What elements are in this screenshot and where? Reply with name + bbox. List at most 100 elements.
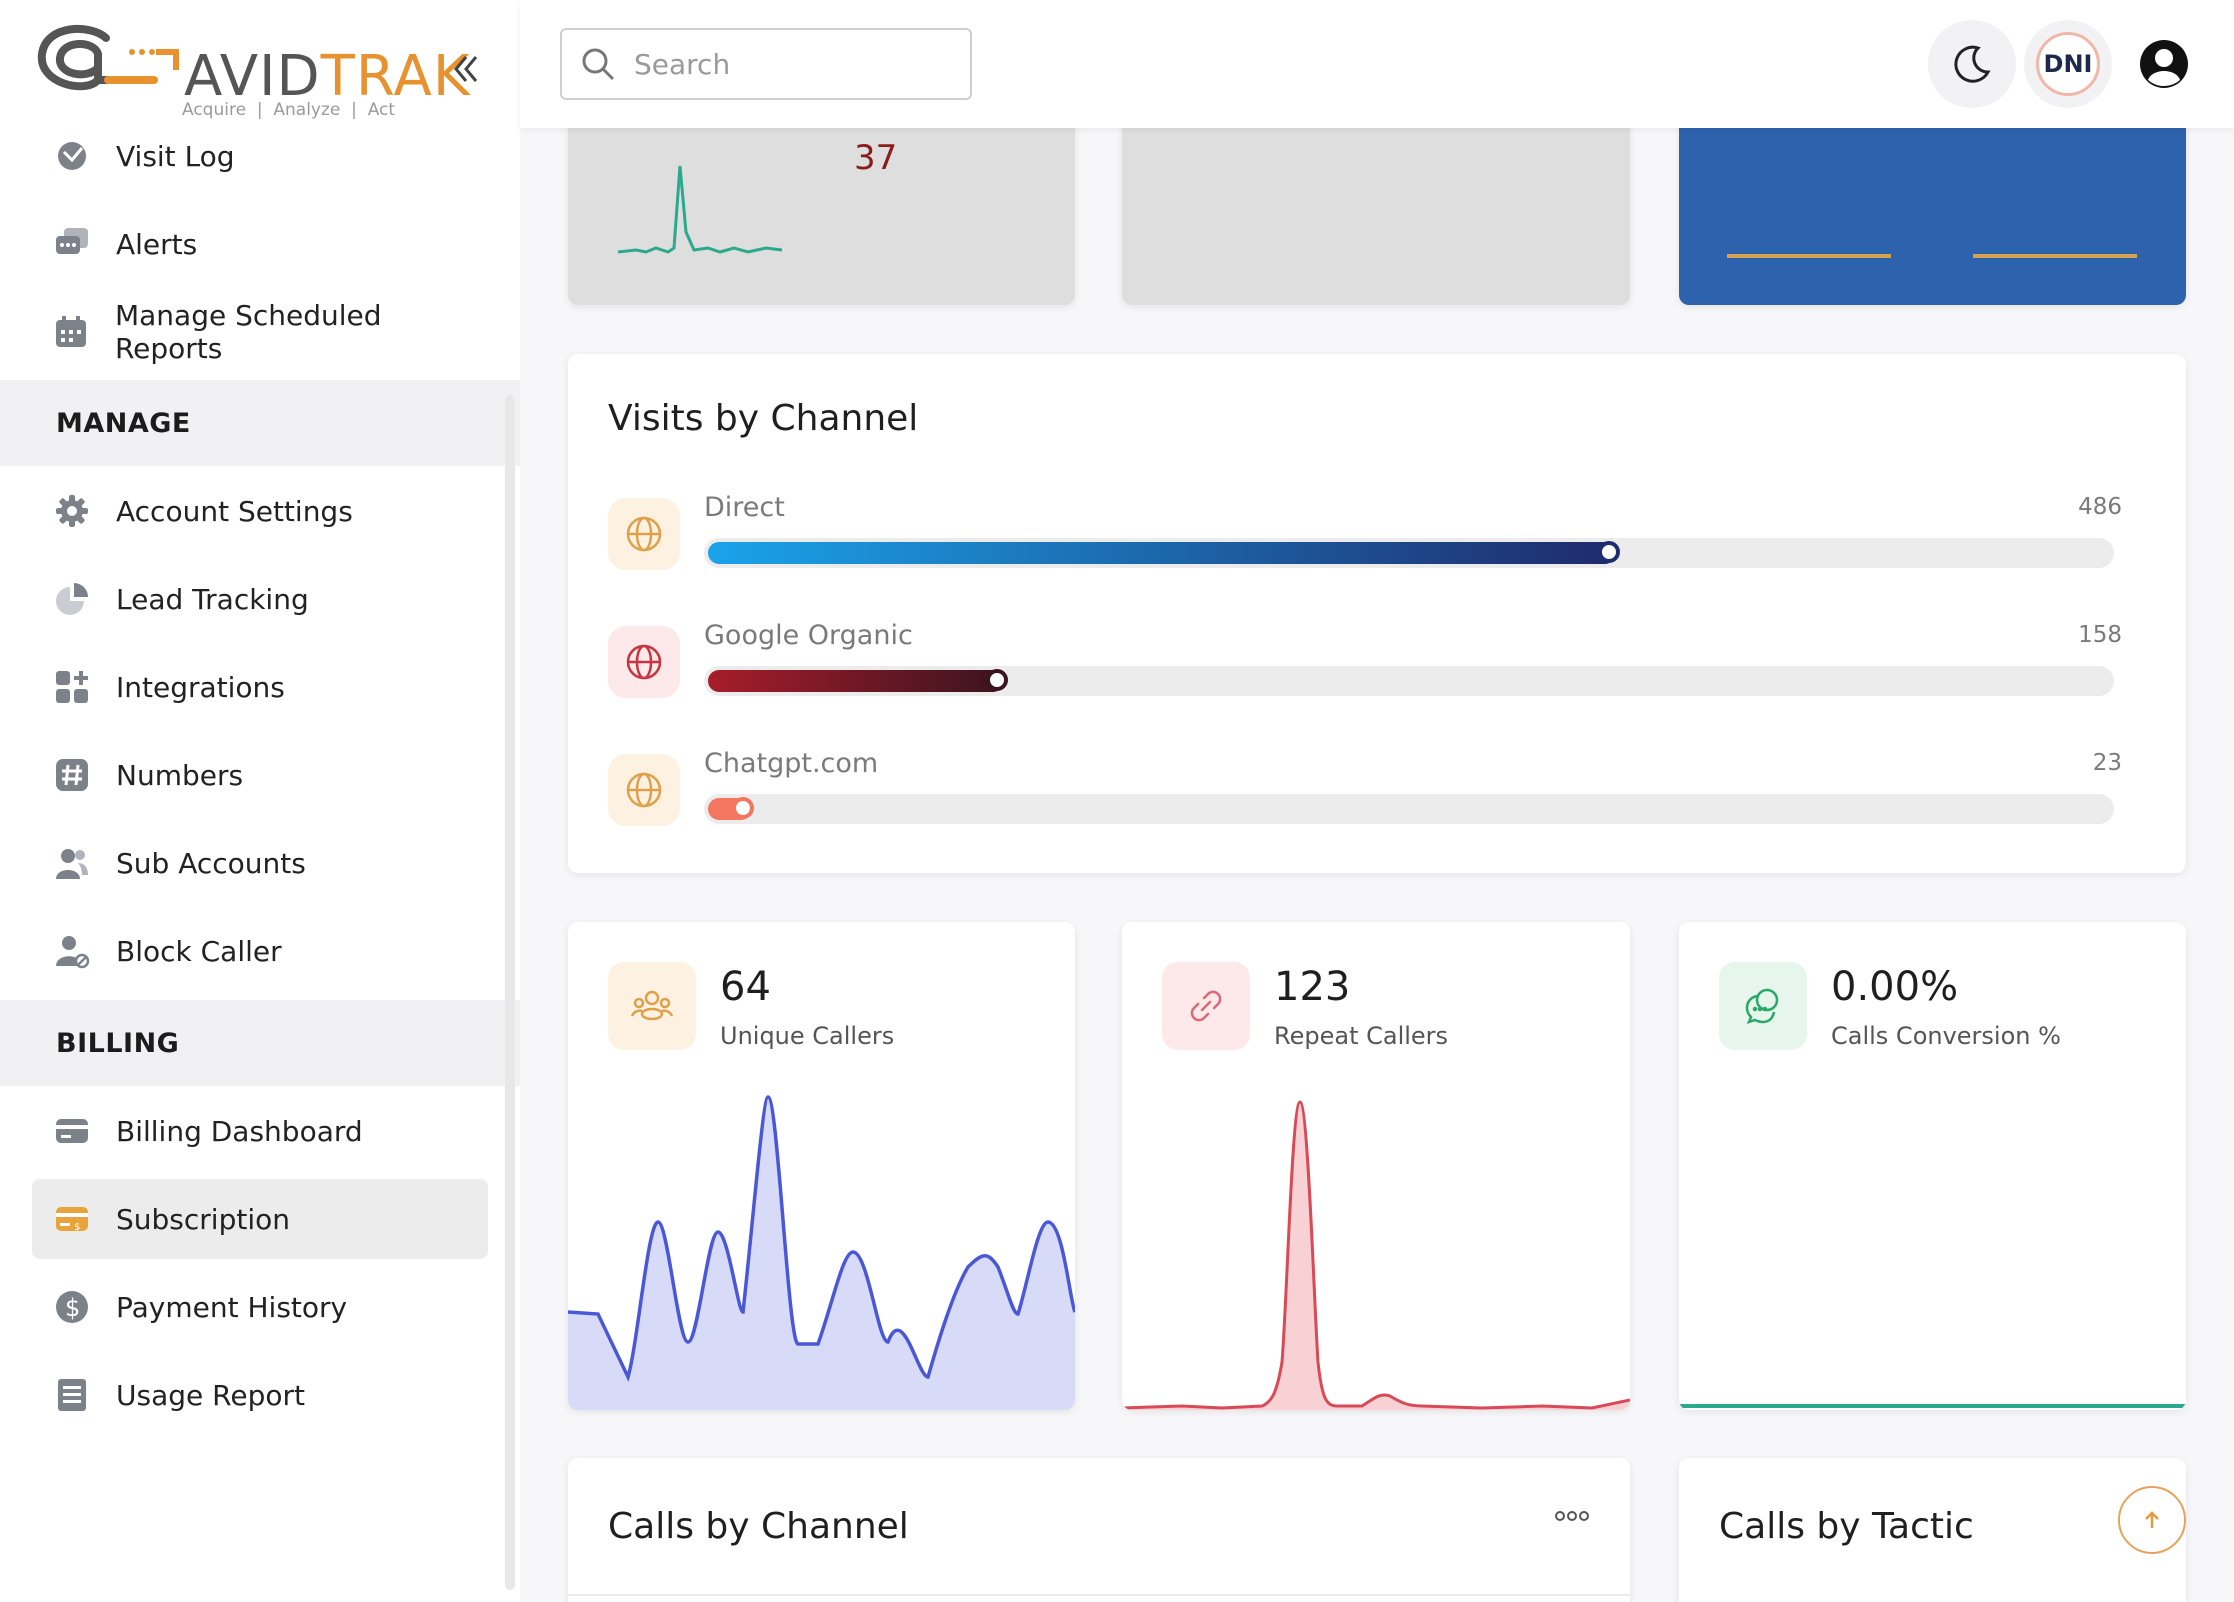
- stat-value: 64: [720, 964, 771, 1010]
- channel-progress-fill: [708, 669, 1008, 692]
- pie-chart-icon: [52, 579, 92, 619]
- sidebar-item-payment-history[interactable]: $ Payment History: [32, 1267, 488, 1347]
- repeat-callers-area-chart: [1122, 1100, 1630, 1410]
- arrow-up-icon: [2145, 1511, 2159, 1528]
- alerts-icon: [52, 224, 92, 264]
- calls-by-tactic-card: Calls by Tactic: [1679, 1458, 2186, 1602]
- channel-value: 23: [2092, 750, 2122, 776]
- theme-toggle-button[interactable]: [1928, 20, 2016, 108]
- channel-google-icon-wrap: [608, 626, 680, 698]
- top-card-sparkline: [617, 165, 783, 254]
- users-group-icon: [608, 962, 696, 1050]
- sidebar-item-account-settings[interactable]: Account Settings: [32, 471, 488, 551]
- dni-label: DNI: [2036, 32, 2100, 96]
- calls-by-channel-card: Calls by Channel: [568, 1458, 1630, 1602]
- sidebar-item-label: Usage Report: [116, 1378, 305, 1412]
- double-chevron-left-icon: [454, 56, 478, 82]
- globe-icon: [626, 516, 662, 552]
- sidebar-item-usage-report[interactable]: Usage Report: [32, 1355, 488, 1435]
- sidebar-item-integrations[interactable]: Integrations: [32, 647, 488, 727]
- search-box[interactable]: [560, 28, 972, 100]
- sidebar-item-sub-accounts[interactable]: Sub Accounts: [32, 823, 488, 903]
- users-icon: [52, 843, 92, 883]
- search-icon: [582, 48, 615, 81]
- unique-callers-area-chart: [568, 1095, 1075, 1410]
- logo-mark-icon: [37, 24, 179, 91]
- calls-by-tactic-title: Calls by Tactic: [1719, 1506, 1974, 1547]
- sidebar-item-manage-scheduled-reports[interactable]: Manage Scheduled Reports: [32, 292, 488, 372]
- sidebar-item-block-caller[interactable]: Block Caller: [32, 911, 488, 991]
- billing-section-heading: BILLING: [0, 1000, 520, 1086]
- manage-section-heading: MANAGE: [0, 380, 520, 466]
- more-dots-icon: [1555, 1511, 1589, 1521]
- conversion-flat-line: [1679, 1404, 2186, 1408]
- dni-button[interactable]: DNI: [2024, 20, 2112, 108]
- subscription-card-icon: $: [52, 1199, 92, 1239]
- calendar-icon: [52, 312, 91, 352]
- sidebar-item-label: Account Settings: [116, 494, 353, 528]
- brand-logo[interactable]: AVIDTRAK Acquire | Analyze | Act: [36, 20, 470, 130]
- channel-value: 486: [2078, 494, 2122, 520]
- profile-button[interactable]: [2120, 20, 2208, 108]
- sidebar-item-numbers[interactable]: Numbers: [32, 735, 488, 815]
- globe-icon: [626, 772, 662, 808]
- visit-log-icon: [52, 136, 92, 176]
- chat-icon: [1719, 962, 1807, 1050]
- card-divider-line: [1727, 254, 1891, 258]
- more-options-button[interactable]: [1554, 1508, 1590, 1527]
- sidebar-item-label: Sub Accounts: [116, 846, 306, 880]
- grid-plus-icon: [52, 667, 92, 707]
- link-icon: [1162, 962, 1250, 1050]
- sidebar-item-lead-tracking[interactable]: Lead Tracking: [32, 559, 488, 639]
- sidebar-item-label: Alerts: [116, 227, 198, 261]
- moon-icon: [1954, 45, 1991, 83]
- sidebar-item-label: Lead Tracking: [116, 582, 309, 616]
- calls-by-channel-title: Calls by Channel: [608, 1506, 909, 1547]
- sidebar-item-label: Numbers: [116, 758, 244, 792]
- search-input[interactable]: [634, 47, 954, 81]
- top-stat-card-3: [1679, 100, 2186, 305]
- sidebar-item-label: Payment History: [116, 1290, 348, 1324]
- top-stat-card-1: 37: [568, 100, 1075, 305]
- channel-progress-track: [704, 538, 2114, 568]
- unique-callers-card: 64 Unique Callers: [568, 922, 1075, 1410]
- progress-knob: [732, 797, 754, 819]
- channel-progress-track: [704, 666, 2114, 696]
- brand-tagline: Acquire | Analyze | Act: [182, 100, 396, 120]
- dollar-icon: $: [52, 1287, 92, 1327]
- report-icon: [52, 1375, 92, 1415]
- repeat-callers-card: 123 Repeat Callers: [1122, 922, 1630, 1410]
- stat-label: Repeat Callers: [1274, 1022, 1449, 1050]
- stat-label: Unique Callers: [720, 1022, 895, 1050]
- svg-text:$: $: [65, 1294, 80, 1322]
- progress-knob: [986, 669, 1008, 691]
- top-bar: DNI: [520, 0, 2234, 128]
- sidebar-item-label: Manage Scheduled Reports: [114, 299, 382, 365]
- scroll-to-top-button[interactable]: [2118, 1486, 2186, 1554]
- progress-knob: [1598, 541, 1620, 563]
- channel-progress-track: [704, 794, 2114, 824]
- visits-by-channel-card: Visits by Channel Direct 486 Google Orga…: [568, 354, 2186, 873]
- channel-value: 158: [2078, 622, 2122, 648]
- sidebar-item-alerts[interactable]: Alerts: [32, 204, 488, 284]
- sidebar-item-visit-log[interactable]: Visit Log: [32, 116, 488, 196]
- channel-name: Direct: [704, 492, 785, 523]
- credit-card-icon: [52, 1111, 92, 1151]
- sidebar-item-label: Subscription: [116, 1202, 290, 1236]
- sidebar-collapse-button[interactable]: [452, 52, 480, 92]
- sidebar-item-subscription[interactable]: $ Subscription: [32, 1179, 488, 1259]
- sidebar: AVIDTRAK Acquire | Analyze | Act Visit L…: [0, 0, 520, 1602]
- channel-name: Google Organic: [704, 620, 913, 651]
- sidebar-item-label: Block Caller: [116, 934, 282, 968]
- calls-conversion-card: 0.00% Calls Conversion %: [1679, 922, 2186, 1410]
- user-circle-icon: [2140, 40, 2188, 88]
- sidebar-scrollbar[interactable]: [505, 395, 515, 1590]
- brand-name: AVIDTRAK: [184, 44, 471, 109]
- top-stat-card-2: [1122, 100, 1630, 305]
- stat-value: 0.00%: [1831, 964, 1959, 1010]
- sidebar-item-billing-dashboard[interactable]: Billing Dashboard: [32, 1091, 488, 1171]
- stat-value: 123: [1274, 964, 1351, 1010]
- top-card-value: 37: [854, 138, 898, 178]
- channel-chatgpt-icon-wrap: [608, 754, 680, 826]
- channel-progress-fill: [708, 541, 1620, 564]
